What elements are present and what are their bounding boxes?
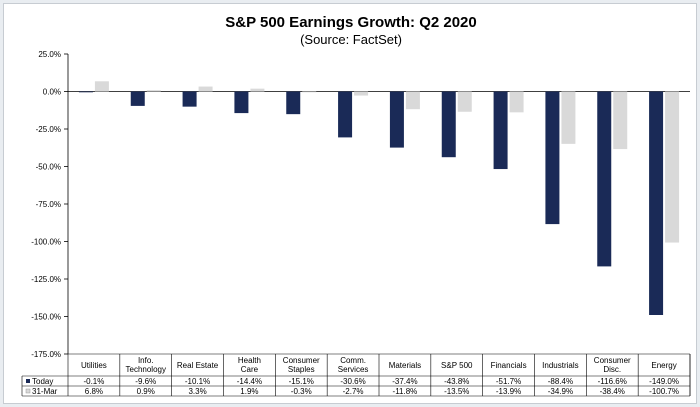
category-label: Energy bbox=[651, 361, 676, 370]
bar-31-mar bbox=[302, 91, 317, 93]
category-label: Staples bbox=[288, 365, 315, 374]
table-value-cell: 1.9% bbox=[240, 387, 258, 396]
bar-31-mar bbox=[198, 86, 213, 92]
data-table: Utilities Info.Technology Real Estate Healt… bbox=[21, 353, 691, 397]
bar-today bbox=[649, 91, 664, 315]
y-axis: 25.0% 0.0% -25.0% -50.0% -75.0% -100.0% -125.0… bbox=[31, 50, 690, 359]
legend-label: 31-Mar bbox=[32, 387, 58, 396]
table-value-cell: -11.8% bbox=[393, 387, 418, 396]
category-label: Financials bbox=[491, 361, 527, 370]
bar-today bbox=[182, 91, 197, 107]
table-value-cell: 3.3% bbox=[188, 387, 206, 396]
table-value-cell: -43.8% bbox=[444, 377, 469, 386]
category-label: Consumer bbox=[283, 356, 320, 365]
bar-31-mar bbox=[457, 91, 472, 112]
table-value-cell: -149.0% bbox=[649, 377, 679, 386]
category-label: Care bbox=[241, 365, 259, 374]
table-value-cell: -0.1% bbox=[83, 377, 104, 386]
table-value-cell: -88.4% bbox=[548, 377, 573, 386]
chart-subtitle: (Source: FactSet) bbox=[300, 32, 402, 47]
category-label: Info. bbox=[138, 356, 154, 365]
bar-today bbox=[234, 91, 249, 114]
bar-today bbox=[338, 91, 353, 138]
bar-today bbox=[441, 91, 456, 158]
y-tick-label: -125.0% bbox=[31, 275, 61, 284]
bar-31-mar bbox=[354, 91, 369, 96]
bar-31-mar bbox=[561, 91, 576, 144]
table-value-cell: 0.9% bbox=[137, 387, 155, 396]
category-label: Consumer bbox=[594, 356, 631, 365]
table-value-cell: -34.9% bbox=[548, 387, 573, 396]
table-value-cell: -15.1% bbox=[289, 377, 314, 386]
table-value-cell: -38.4% bbox=[600, 387, 625, 396]
table-value-cell: -100.7% bbox=[649, 387, 679, 396]
y-tick-label: -100.0% bbox=[31, 238, 61, 247]
bar-today bbox=[597, 91, 612, 267]
y-tick-label: -50.0% bbox=[36, 163, 61, 172]
y-tick-label: -25.0% bbox=[36, 125, 61, 134]
y-tick-label: 0.0% bbox=[43, 88, 61, 97]
table-value-cell: -116.6% bbox=[598, 377, 627, 386]
category-label: Industrials bbox=[542, 361, 578, 370]
table-value-cell: -13.5% bbox=[444, 387, 469, 396]
table-value-cell: -14.4% bbox=[237, 377, 262, 386]
bar-today bbox=[130, 91, 145, 106]
bar-31-mar bbox=[405, 91, 420, 110]
bar-today bbox=[493, 91, 508, 170]
bar-today bbox=[78, 91, 93, 93]
bars-group bbox=[78, 81, 680, 315]
category-label: Real Estate bbox=[177, 361, 219, 370]
bar-31-mar bbox=[509, 91, 524, 113]
category-label: Utilities bbox=[81, 361, 107, 370]
table-value-cell: -0.3% bbox=[291, 387, 312, 396]
bar-chart: S&P 500 Earnings Growth: Q2 2020 (Source… bbox=[21, 14, 691, 397]
bar-today bbox=[545, 91, 560, 225]
chart-panel: S&P 500 Earnings Growth: Q2 2020 (Source… bbox=[3, 3, 697, 404]
bar-31-mar bbox=[146, 90, 161, 92]
bar-today bbox=[286, 91, 301, 115]
legend-label: Today bbox=[32, 377, 53, 386]
bar-31-mar bbox=[665, 91, 680, 243]
y-tick-label: -150.0% bbox=[31, 313, 61, 322]
category-label: Comm. bbox=[340, 356, 366, 365]
table-value-cell: -30.6% bbox=[340, 377, 365, 386]
table-value-cell: -10.1% bbox=[185, 377, 210, 386]
y-tick-label: -75.0% bbox=[36, 200, 61, 209]
category-label: Services bbox=[338, 365, 369, 374]
chart-title: S&P 500 Earnings Growth: Q2 2020 bbox=[225, 14, 476, 31]
y-tick-label: 25.0% bbox=[38, 50, 61, 59]
table-value-cell: -9.6% bbox=[135, 377, 156, 386]
bar-today bbox=[389, 91, 404, 148]
category-label: S&P 500 bbox=[441, 361, 473, 370]
table-value-cell: 6.8% bbox=[85, 387, 103, 396]
bar-31-mar bbox=[94, 81, 109, 92]
category-label: Health bbox=[238, 356, 261, 365]
category-label: Disc. bbox=[603, 365, 621, 374]
bar-31-mar bbox=[250, 88, 265, 92]
legend-swatch bbox=[26, 379, 30, 383]
bar-31-mar bbox=[613, 91, 628, 150]
table-value-cell: -13.9% bbox=[496, 387, 521, 396]
table-value-cell: -37.4% bbox=[392, 377, 417, 386]
category-label: Materials bbox=[389, 361, 421, 370]
category-label: Technology bbox=[126, 365, 166, 374]
table-value-cell: -51.7% bbox=[496, 377, 521, 386]
legend-swatch bbox=[25, 388, 31, 394]
y-tick-label: -175.0% bbox=[31, 350, 61, 359]
table-value-cell: -2.7% bbox=[343, 387, 364, 396]
